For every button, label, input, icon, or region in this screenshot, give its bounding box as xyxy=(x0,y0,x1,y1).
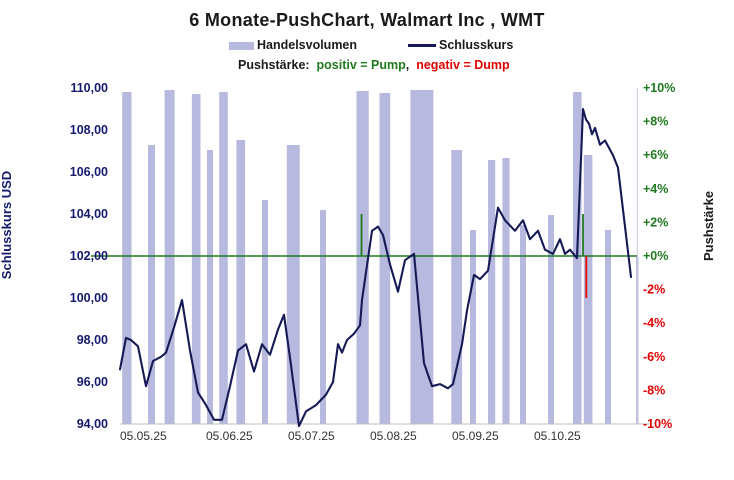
svg-text:05.10.25: 05.10.25 xyxy=(534,429,581,443)
svg-text:+4%: +4% xyxy=(643,182,668,196)
svg-text:-8%: -8% xyxy=(643,383,665,397)
svg-text:98,00: 98,00 xyxy=(77,333,108,347)
svg-text:102,00: 102,00 xyxy=(70,249,108,263)
svg-text:108,00: 108,00 xyxy=(70,123,108,137)
svg-text:+10%: +10% xyxy=(643,81,675,95)
svg-text:-10%: -10% xyxy=(643,417,672,431)
svg-text:104,00: 104,00 xyxy=(70,207,108,221)
svg-text:+8%: +8% xyxy=(643,115,668,129)
svg-text:05.09.25: 05.09.25 xyxy=(452,429,499,443)
svg-text:05.08.25: 05.08.25 xyxy=(370,429,417,443)
svg-text:05.05.25: 05.05.25 xyxy=(120,429,167,443)
svg-text:100,00: 100,00 xyxy=(70,291,108,305)
svg-text:96,00: 96,00 xyxy=(77,375,108,389)
svg-text:+2%: +2% xyxy=(643,215,668,229)
svg-text:-6%: -6% xyxy=(643,350,665,364)
svg-text:-2%: -2% xyxy=(643,283,665,297)
svg-text:+6%: +6% xyxy=(643,148,668,162)
svg-text:05.06.25: 05.06.25 xyxy=(206,429,253,443)
svg-text:106,00: 106,00 xyxy=(70,165,108,179)
svg-text:94,00: 94,00 xyxy=(77,417,108,431)
svg-text:-4%: -4% xyxy=(643,316,665,330)
svg-text:+0%: +0% xyxy=(643,249,668,263)
svg-text:110,00: 110,00 xyxy=(70,81,108,95)
svg-text:05.07.25: 05.07.25 xyxy=(288,429,335,443)
